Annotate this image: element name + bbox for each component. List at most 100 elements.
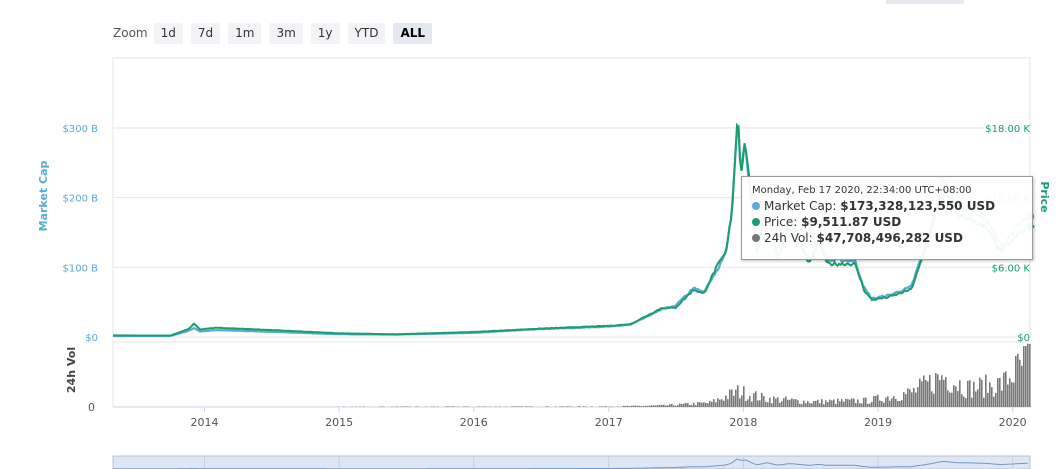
volume-bar xyxy=(513,406,515,407)
volume-bar xyxy=(913,388,915,407)
volume-bar xyxy=(763,396,765,407)
volume-bar xyxy=(1009,378,1011,407)
volume-bar xyxy=(917,387,919,407)
volume-bar xyxy=(813,401,815,407)
market-cap-tick-label: $0 xyxy=(85,333,98,344)
volume-bar xyxy=(905,394,907,407)
volume-bar xyxy=(517,406,519,407)
volume-bar xyxy=(785,396,787,407)
volume-bar xyxy=(783,398,785,407)
zoom-1y-button[interactable]: 1y xyxy=(310,22,340,44)
top-bar-tab[interactable] xyxy=(886,0,964,4)
tooltip-row-volume: 24h Vol: $47,708,496,282 USD xyxy=(752,230,1022,246)
volume-bar xyxy=(465,406,467,407)
zoom-ytd-button[interactable]: YTD xyxy=(347,22,386,44)
volume-bar xyxy=(861,403,863,407)
volume-bar xyxy=(777,397,779,407)
volume-bar xyxy=(939,380,941,407)
volume-bar xyxy=(515,406,517,407)
volume-bars xyxy=(337,343,1031,407)
volume-axis: 0 xyxy=(88,401,95,414)
volume-bar xyxy=(965,398,967,407)
market-cap-axis-title: Market Cap xyxy=(37,161,50,232)
volume-bar xyxy=(643,405,645,407)
x-axis: 2014 2015 2016 2017 2018 2019 2020 xyxy=(113,406,1030,429)
volume-bar xyxy=(709,401,711,407)
price-line xyxy=(113,122,1031,337)
volume-bar xyxy=(1001,390,1003,407)
volume-bar xyxy=(679,403,681,407)
volume-bar xyxy=(999,377,1001,407)
volume-bar xyxy=(655,405,657,407)
volume-bar xyxy=(885,397,887,407)
tooltip-label: Market Cap: xyxy=(764,199,837,213)
volume-bar xyxy=(639,405,641,407)
market-cap-tick-label: $300 B xyxy=(63,124,99,135)
zoom-7d-button[interactable]: 7d xyxy=(190,22,221,44)
volume-bar xyxy=(809,403,811,407)
volume-bar xyxy=(817,399,819,407)
volume-bar xyxy=(721,399,723,407)
volume-bar xyxy=(803,400,805,407)
volume-bar xyxy=(927,381,929,407)
volume-bar xyxy=(967,380,969,407)
volume-bar xyxy=(915,392,917,407)
volume-bar xyxy=(867,403,869,407)
volume-bar xyxy=(937,374,939,407)
volume-bar xyxy=(739,398,741,407)
zoom-3m-button[interactable]: 3m xyxy=(269,22,303,44)
volume-bar xyxy=(943,379,945,407)
volume-bar xyxy=(767,402,769,407)
volume-bar xyxy=(489,406,491,407)
volume-bar xyxy=(649,405,651,407)
volume-bar xyxy=(1019,359,1021,407)
zoom-1m-button[interactable]: 1m xyxy=(228,22,262,44)
volume-bar xyxy=(873,395,875,407)
volume-bar xyxy=(685,402,687,407)
volume-bar xyxy=(811,403,813,407)
volume-bar xyxy=(853,398,855,407)
volume-bar xyxy=(547,406,549,407)
volume-bar xyxy=(899,401,901,407)
volume-bar xyxy=(805,403,807,407)
navigator[interactable] xyxy=(112,455,1031,469)
volume-bar xyxy=(859,403,861,407)
volume-bar xyxy=(1013,382,1015,407)
volume-bar xyxy=(743,386,745,407)
volume-bar xyxy=(891,398,893,407)
volume-bar xyxy=(591,406,593,407)
volume-bar xyxy=(417,406,419,407)
volume-bar xyxy=(511,406,513,407)
volume-bar xyxy=(823,404,825,407)
volume-bar xyxy=(629,406,631,407)
volume-bar xyxy=(601,406,603,407)
volume-bar xyxy=(923,375,925,407)
volume-bar xyxy=(759,400,761,407)
volume-bar xyxy=(895,399,897,407)
volume-bar xyxy=(561,406,563,407)
tooltip-row-market-cap: Market Cap: $173,328,123,550 USD xyxy=(752,198,1022,214)
volume-bar xyxy=(555,406,557,407)
zoom-all-button[interactable]: ALL xyxy=(393,22,433,44)
price-axis-title: Price xyxy=(1038,181,1051,212)
tooltip-value: $47,708,496,282 USD xyxy=(816,231,963,245)
volume-bar xyxy=(545,406,547,407)
volume-bar xyxy=(969,380,971,407)
volume-bar xyxy=(1015,356,1017,407)
volume-bar xyxy=(925,380,927,407)
plot-area[interactable] xyxy=(113,122,1038,407)
volume-bar xyxy=(683,403,685,407)
volume-bar xyxy=(991,387,993,407)
volume-bar xyxy=(659,404,661,407)
volume-bar xyxy=(711,401,713,407)
volume-bar xyxy=(839,401,841,407)
volume-bar xyxy=(651,405,653,407)
volume-bar xyxy=(903,392,905,407)
zoom-1d-button[interactable]: 1d xyxy=(153,22,183,44)
volume-bar xyxy=(699,402,701,407)
market-cap-tick-label: $100 B xyxy=(63,263,99,274)
volume-bar xyxy=(757,400,759,407)
x-tick-label: 2019 xyxy=(864,416,892,429)
volume-bar xyxy=(653,405,655,407)
